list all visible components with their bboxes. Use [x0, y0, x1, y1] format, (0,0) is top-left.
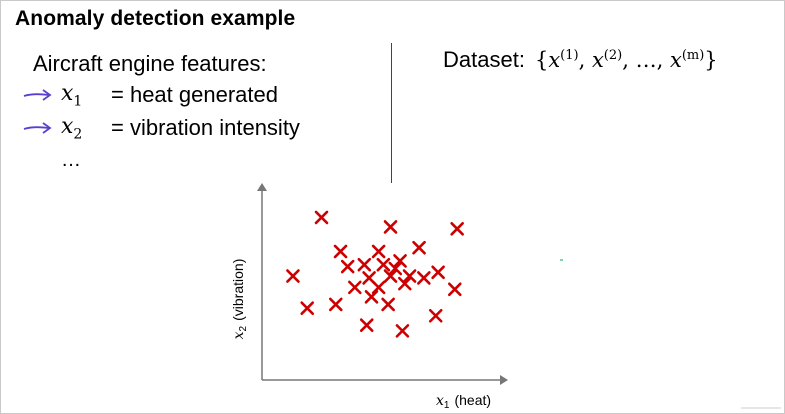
arrow-icon	[23, 122, 52, 134]
dataset-set-notation: {x(1), x(2), …, x(m)}	[534, 48, 718, 72]
data-point-15	[402, 269, 417, 283]
data-point-3	[333, 244, 348, 259]
data-point-1	[383, 220, 398, 234]
feature-description: = heat generated	[111, 82, 278, 107]
stray-mark	[560, 259, 563, 261]
feature-variable: x1	[61, 80, 83, 110]
data-point-25	[428, 308, 443, 323]
data-point-26	[359, 318, 374, 332]
data-point-10	[388, 261, 403, 276]
corner-mark	[741, 407, 781, 409]
data-point-8	[357, 257, 372, 272]
data-point-22	[328, 297, 343, 312]
features-ellipsis: …	[61, 149, 81, 171]
features-heading: Aircraft engine features:	[33, 51, 267, 76]
data-point-4	[371, 244, 386, 259]
data-point-12	[286, 269, 300, 283]
data-point-6	[393, 254, 407, 268]
data-point-5	[412, 240, 426, 255]
data-point-17	[348, 280, 362, 295]
scatter-plot: x1 (heat) x2(vibration)	[230, 183, 508, 411]
data-point-21	[364, 290, 379, 304]
feature-row-vibration: x2 = vibration intensity	[23, 113, 300, 143]
data-points	[286, 210, 464, 338]
data-point-19	[398, 276, 412, 291]
data-point-23	[381, 297, 395, 312]
dataset-label: Dataset:	[443, 47, 525, 72]
feature-description: = vibration intensity	[111, 115, 300, 140]
feature-variable: x2	[61, 113, 83, 143]
arrow-icon	[23, 89, 52, 101]
data-point-7	[340, 259, 355, 274]
data-point-9	[376, 257, 391, 272]
plot-axes	[257, 183, 508, 385]
column-divider	[391, 43, 392, 183]
x-axis-arrowhead	[500, 375, 508, 385]
data-point-2	[450, 221, 464, 236]
x-axis-label: x1 (heat)	[436, 392, 491, 411]
y-axis-arrowhead	[257, 183, 267, 191]
dataset-line: Dataset: {x(1), x(2), …, x(m)}	[443, 47, 718, 73]
data-point-0	[314, 210, 329, 225]
feature-row-heat: x1 = heat generated	[23, 80, 278, 110]
data-point-16	[417, 271, 431, 285]
data-point-27	[395, 324, 410, 338]
data-point-11	[431, 265, 445, 280]
data-point-14	[383, 269, 398, 283]
slide-title: Anomaly detection example	[15, 7, 296, 30]
data-point-18	[371, 280, 386, 295]
data-point-20	[447, 282, 462, 297]
data-point-24	[300, 301, 315, 315]
y-axis-label: x2(vibration)	[230, 259, 249, 340]
